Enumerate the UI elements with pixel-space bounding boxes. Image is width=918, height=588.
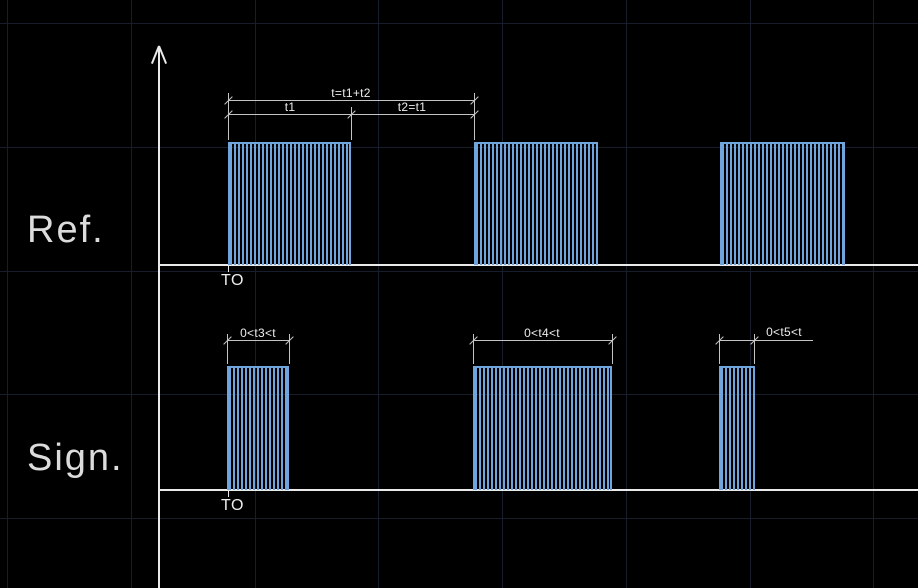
dimension-text-t3[interactable]: 0<t3<t — [240, 326, 276, 340]
ref-baseline[interactable] — [158, 264, 918, 266]
sign-origin-label[interactable]: TO — [221, 497, 244, 514]
ref-signal-label[interactable]: Ref. — [27, 209, 105, 251]
extension-line — [719, 334, 720, 364]
sign-pulse-3[interactable] — [719, 366, 755, 490]
vertical-axis-line[interactable] — [158, 46, 160, 588]
sign-baseline[interactable] — [158, 489, 918, 491]
grid-line-horizontal — [0, 518, 918, 519]
ref-pulse-2[interactable] — [474, 142, 598, 265]
dimension-line-t3[interactable] — [227, 340, 289, 341]
grid-line-horizontal — [0, 147, 918, 148]
extension-line — [474, 93, 475, 140]
dimension-line-t5[interactable] — [719, 340, 813, 341]
extension-line — [289, 334, 290, 364]
ref-origin-label[interactable]: TO — [221, 272, 244, 289]
grid-line-vertical — [750, 0, 751, 588]
grid-line-horizontal — [0, 394, 918, 395]
extension-line — [227, 334, 228, 364]
sign-pulse-2[interactable] — [473, 366, 612, 490]
grid-line-vertical — [378, 0, 379, 588]
extension-line — [351, 107, 352, 140]
origin-tick — [228, 265, 229, 272]
extension-line — [754, 334, 755, 364]
dimension-text-t4[interactable]: 0<t4<t — [524, 326, 560, 340]
extension-line — [612, 334, 613, 364]
dimension-text-t5[interactable]: 0<t5<t — [766, 325, 802, 339]
extension-line — [473, 334, 474, 364]
extension-line — [228, 93, 229, 140]
grid-line-vertical — [131, 0, 132, 588]
grid-line-vertical — [255, 0, 256, 588]
sign-pulse-1[interactable] — [227, 366, 289, 490]
ref-pulse-1[interactable] — [228, 142, 351, 265]
dimension-line-t4[interactable] — [473, 340, 612, 341]
dimension-text-period[interactable]: t=t1+t2 — [331, 86, 371, 100]
dimension-text-t1[interactable]: t1 — [284, 100, 296, 114]
grid-line-vertical — [873, 0, 874, 588]
grid-line-vertical — [7, 0, 8, 588]
origin-tick — [228, 490, 229, 497]
dimension-line-period[interactable] — [228, 100, 474, 101]
grid-line-horizontal — [0, 23, 918, 24]
grid-line-vertical — [502, 0, 503, 588]
grid-line-vertical — [626, 0, 627, 588]
grid-line-horizontal — [0, 271, 918, 272]
dimension-text-t2[interactable]: t2=t1 — [397, 100, 427, 114]
sign-signal-label[interactable]: Sign. — [27, 437, 124, 479]
ref-pulse-3[interactable] — [720, 142, 845, 265]
